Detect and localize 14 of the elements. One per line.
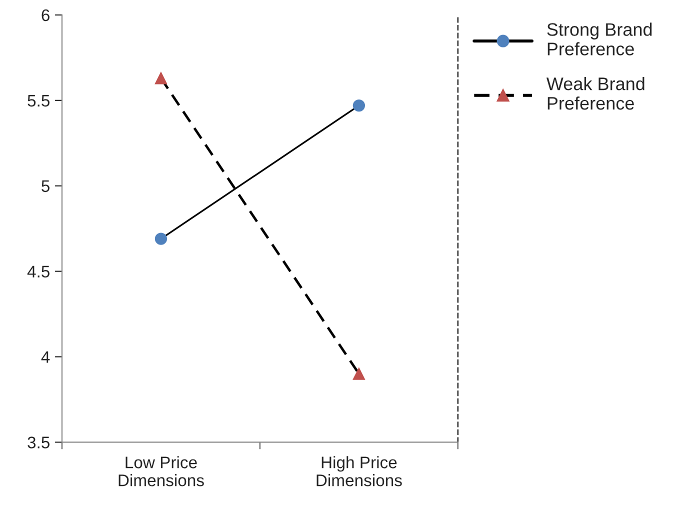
y-tick-label: 3.5 [28, 436, 50, 448]
point [154, 72, 168, 84]
legend-label: Weak Brand Preference [546, 77, 644, 110]
point [154, 232, 168, 245]
y-tick-label: 5 [42, 180, 50, 192]
y-tick-label: 6 [42, 9, 50, 22]
point [352, 368, 366, 380]
y-tick-label: 5.5 [28, 94, 50, 107]
x-tick-label: Low Price Dimensions [118, 456, 204, 486]
x-tick-label: High Price Dimensions [316, 456, 402, 486]
point [352, 99, 366, 112]
y-tick-label: 4.5 [27, 266, 50, 278]
legend-label: Strong Brand Preference [547, 22, 652, 56]
y-tick-label: 4 [41, 351, 50, 363]
